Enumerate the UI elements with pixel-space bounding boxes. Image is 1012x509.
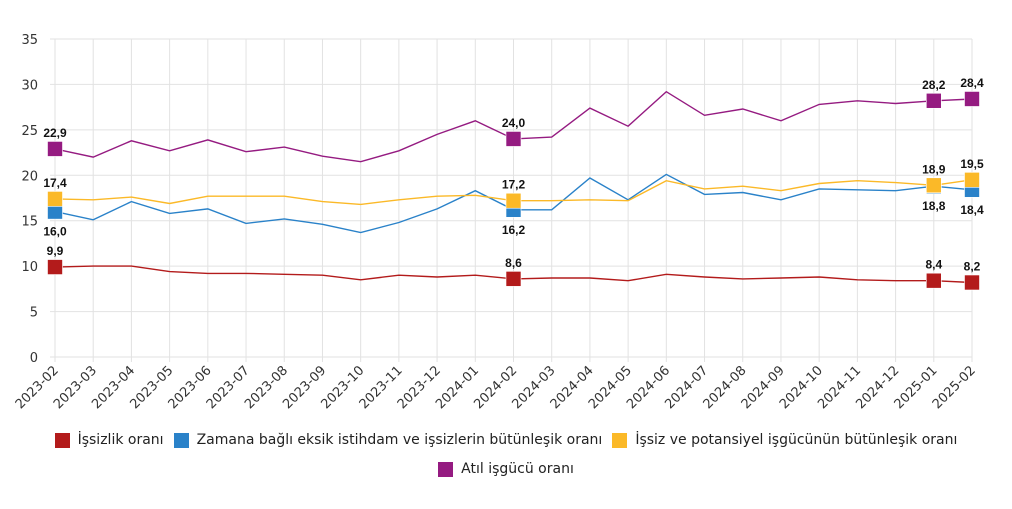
series-marker-0[interactable]	[925, 272, 942, 289]
data-label: 22,9	[43, 126, 67, 140]
data-label: 9,9	[47, 244, 64, 258]
legend-label: İşsiz ve potansiyel işgücünün bütünleşik…	[635, 432, 958, 448]
data-label: 8,2	[964, 259, 981, 273]
data-label: 18,9	[922, 162, 946, 176]
y-tick-label: 25	[21, 124, 38, 139]
data-label: 17,2	[502, 178, 526, 192]
y-tick-label: 10	[21, 260, 38, 275]
legend-row-1: İşsizlik oranı Zamana bağlı eksik istihda…	[0, 432, 1012, 448]
series-marker-0[interactable]	[505, 271, 522, 287]
legend-row-2: Atıl işgücü oranı	[0, 461, 1012, 477]
y-tick-label: 30	[21, 78, 38, 93]
series-marker-0[interactable]	[47, 259, 63, 275]
y-tick-label: 5	[30, 306, 38, 321]
data-label: 8,4	[925, 258, 942, 272]
series-marker-2[interactable]	[505, 192, 522, 209]
legend-item[interactable]: İşsiz ve potansiyel işgücünün bütünleşik…	[612, 432, 957, 448]
y-axis: 0 5 10 15 20 25 30 35	[21, 33, 38, 366]
legend-label: Zamana bağlı eksik istihdam ve işsizleri…	[196, 432, 603, 448]
x-axis: 2023-022023-032023-042023-052023-062023-…	[13, 363, 979, 412]
series-marker-3[interactable]	[925, 92, 942, 109]
data-label: 28,2	[922, 78, 946, 92]
series-marker-0[interactable]	[964, 274, 980, 291]
data-label: 19,5	[960, 157, 984, 171]
series-markers	[47, 91, 980, 291]
line-chart: 0 5 10 15 20 25 30 35 2023-022023-032023-042023…	[13, 33, 984, 412]
legend-label: Atıl işgücü oranı	[461, 461, 574, 477]
data-label: 8,6	[505, 256, 522, 270]
y-tick-label: 15	[21, 215, 38, 230]
legend-label: İşsizlik oranı	[77, 432, 164, 448]
data-label: 17,4	[43, 176, 67, 190]
y-tick-label: 35	[21, 33, 38, 48]
y-tick-label: 0	[30, 351, 38, 366]
data-label: 24,0	[502, 116, 526, 130]
data-label: 16,2	[502, 223, 526, 237]
series-marker-2[interactable]	[964, 172, 980, 188]
series-marker-3[interactable]	[47, 141, 63, 157]
y-tick-label: 20	[21, 169, 38, 184]
data-labels: 9,9 8,6 8,4 8,2 16,0 16,2 18,8 18,4 17,4 17,2 18,9…	[43, 76, 984, 274]
legend-swatch-icon	[438, 461, 454, 477]
legend-item[interactable]: Zamana bağlı eksik istihdam ve işsizleri…	[173, 432, 603, 448]
legend-swatch-icon	[612, 432, 628, 448]
legend-swatch-icon	[173, 432, 189, 448]
legend-swatch-icon	[54, 432, 70, 448]
legend-item[interactable]: Atıl işgücü oranı	[438, 461, 574, 477]
data-label: 18,4	[960, 203, 984, 217]
data-label: 28,4	[960, 76, 984, 90]
series-marker-3[interactable]	[505, 131, 522, 147]
series-marker-2[interactable]	[925, 177, 942, 194]
data-label: 18,8	[922, 199, 946, 213]
data-label: 16,0	[43, 225, 67, 239]
series-marker-2[interactable]	[47, 191, 63, 207]
legend-item[interactable]: İşsizlik oranı	[54, 432, 164, 448]
series-marker-3[interactable]	[964, 91, 980, 107]
